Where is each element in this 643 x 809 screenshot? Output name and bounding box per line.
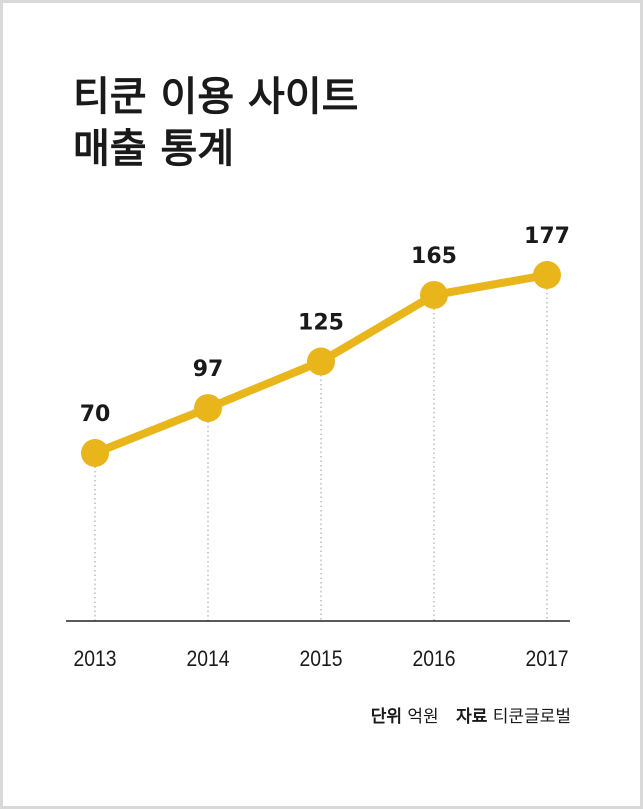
data-point-2015 bbox=[307, 347, 335, 376]
data-point-2013 bbox=[81, 439, 109, 467]
data-point-2017 bbox=[533, 261, 561, 289]
data-labels: 70 97 125 165 177 bbox=[80, 224, 570, 427]
data-label-2014: 97 bbox=[193, 357, 224, 382]
unit-value: 억원 bbox=[407, 707, 439, 727]
source-value: 티쿤글로벌 bbox=[492, 707, 571, 727]
x-tick-label-2017: 2017 bbox=[525, 647, 568, 671]
guide-lines bbox=[94, 275, 548, 621]
data-points bbox=[81, 261, 561, 467]
unit-label: 단위 bbox=[370, 707, 403, 727]
data-label-2017: 177 bbox=[524, 224, 570, 249]
source-label: 자료 bbox=[456, 707, 488, 727]
data-point-2014 bbox=[194, 394, 222, 423]
x-tick-label-2014: 2014 bbox=[186, 647, 229, 671]
data-label-2015: 125 bbox=[298, 311, 344, 336]
data-label-2013: 70 bbox=[80, 402, 111, 427]
x-tick-label-2013: 2013 bbox=[73, 647, 116, 671]
chart-footer: 단위 억원 자료 티쿤글로벌 bbox=[371, 702, 571, 727]
x-tick-label-2016: 2016 bbox=[412, 647, 455, 671]
data-point-2016 bbox=[420, 280, 448, 309]
data-label-2016: 165 bbox=[411, 244, 457, 269]
chart-title: 티쿤 이용 사이트 매출 통계 bbox=[73, 71, 358, 175]
chart-title-line-2: 매출 통계 bbox=[73, 126, 235, 172]
chart-title-line-1: 티쿤 이용 사이트 bbox=[73, 74, 359, 120]
x-tick-label-2015: 2015 bbox=[299, 647, 342, 671]
x-tick-labels: 2013 2014 2015 2016 2017 bbox=[73, 647, 568, 671]
